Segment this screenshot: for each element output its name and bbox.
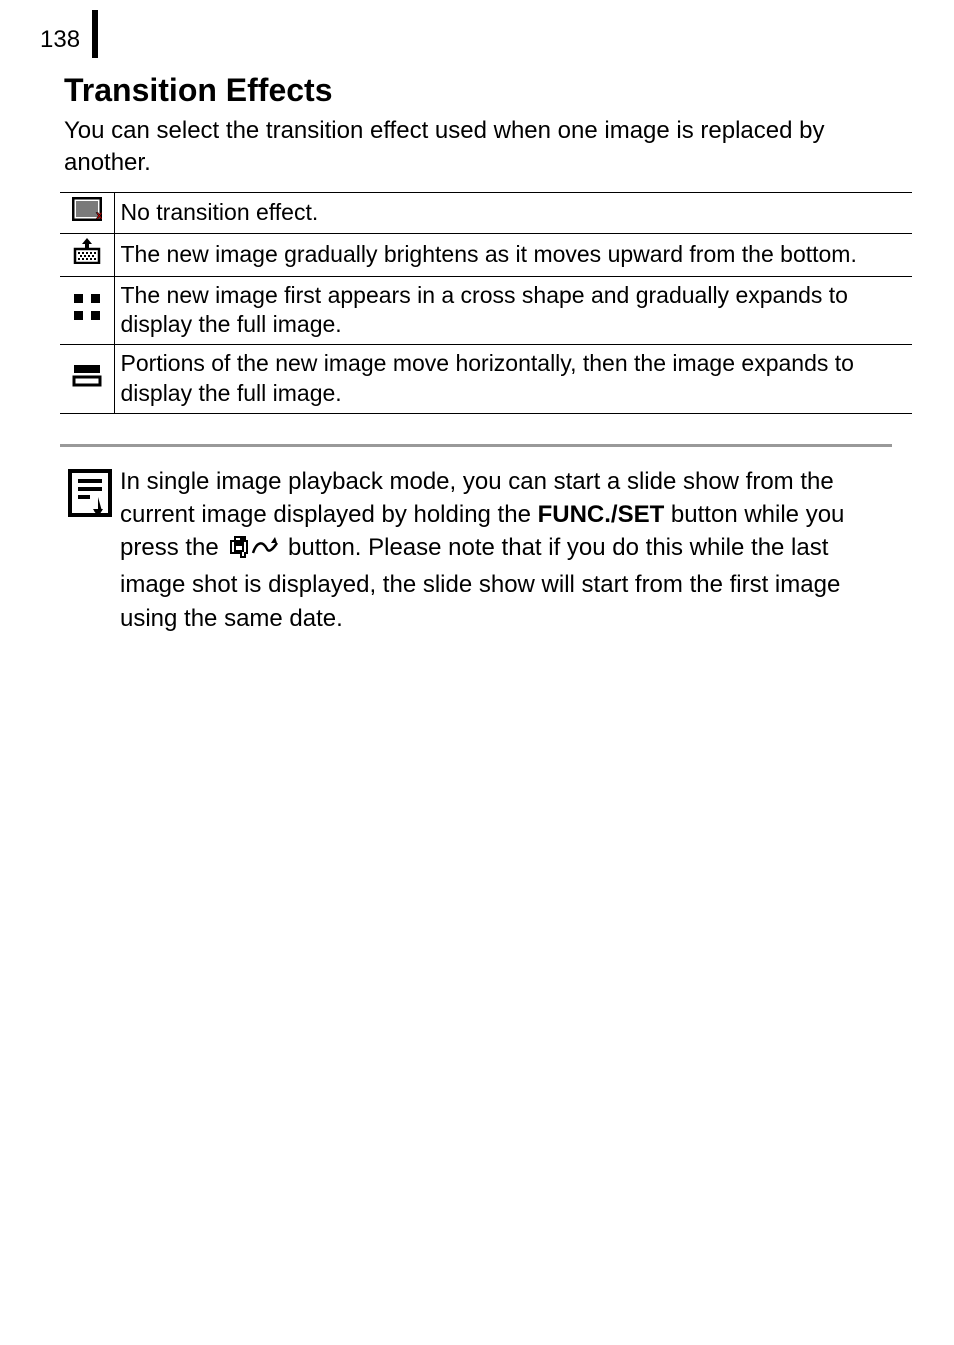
effect-desc: Portions of the new image move horizonta… [114, 345, 912, 414]
section-title: Transition Effects [64, 72, 892, 109]
note-block: In single image playback mode, you can s… [60, 444, 892, 635]
manual-page: 138 Transition Effects You can select th… [0, 0, 954, 1345]
effect-desc: No transition effect. [114, 192, 912, 233]
effect-icon-horizontal-slide [60, 345, 114, 414]
note-icon [60, 465, 120, 519]
effects-table: x No transition effect. The new image gr… [60, 192, 912, 414]
effect-desc: The new image first appears in a cross s… [114, 276, 912, 345]
intro-paragraph: You can select the transition effect use… [64, 115, 892, 180]
note-text: In single image playback mode, you can s… [120, 465, 892, 635]
effect-icon-none: x [60, 192, 114, 233]
effect-icon-brighten-up [60, 233, 114, 276]
effect-icon-cross-expand [60, 276, 114, 345]
page-number: 138 [40, 26, 90, 58]
svg-text:x: x [96, 208, 102, 221]
print-share-icon [227, 535, 279, 568]
table-row: The new image gradually brightens as it … [60, 233, 912, 276]
table-row: Portions of the new image move horizonta… [60, 345, 912, 414]
table-row: x No transition effect. [60, 192, 912, 233]
header-rule [92, 10, 98, 58]
page-header: 138 [40, 18, 892, 58]
effect-desc: The new image gradually brightens as it … [114, 233, 912, 276]
table-row: The new image first appears in a cross s… [60, 276, 912, 345]
func-set-label: FUNC./SET [538, 501, 665, 528]
